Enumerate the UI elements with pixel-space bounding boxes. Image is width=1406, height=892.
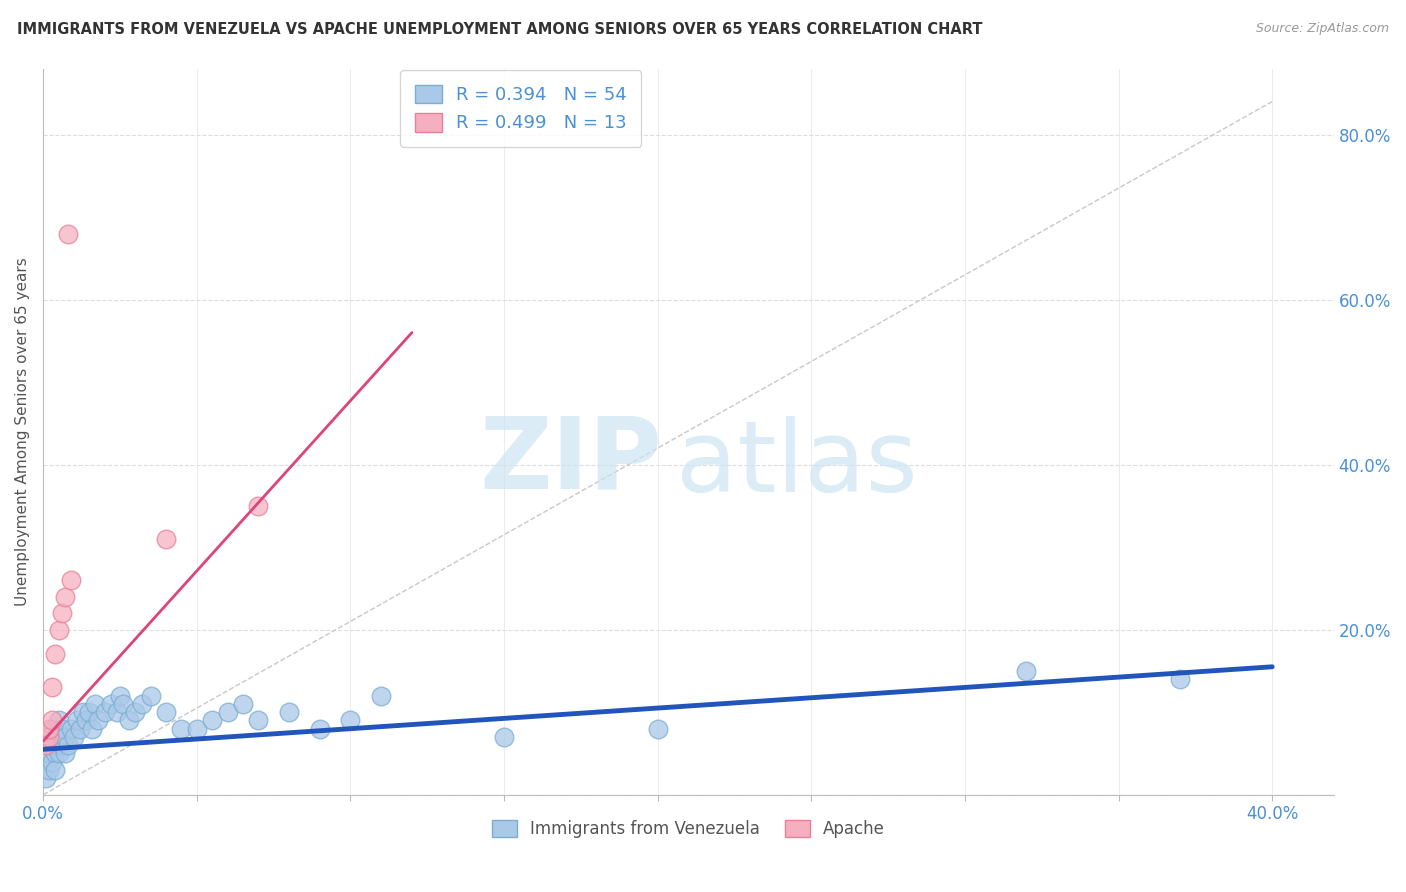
Point [87,714,110,728]
Point [48,747,70,761]
Point [51,606,73,620]
Point [339,714,361,728]
Point [41,755,63,769]
Point [108,689,131,703]
Point [48,714,70,728]
Point [38,730,60,744]
Point [59,573,82,587]
Point [112,697,135,711]
Point [38,763,60,777]
Point [63,730,86,744]
Point [1015,664,1038,678]
Point [56,227,79,241]
Point [66,714,89,728]
Point [84,697,107,711]
Point [93,705,115,719]
Point [44,747,66,761]
Point [44,730,66,744]
Point [118,714,141,728]
Point [44,738,66,752]
Point [247,714,270,728]
Point [56,738,79,752]
Point [38,747,60,761]
Point [35,755,58,769]
Point [75,714,97,728]
Text: atlas: atlas [675,416,917,513]
Point [51,722,73,736]
Point [79,705,101,719]
Point [41,681,63,695]
Point [51,738,73,752]
Point [48,623,70,637]
Point [38,730,60,744]
Point [170,722,193,736]
Point [35,738,58,752]
Point [41,722,63,736]
Point [217,705,239,719]
Point [1168,672,1191,686]
Point [278,705,301,719]
Point [370,689,392,703]
Point [48,730,70,744]
Point [494,730,516,744]
Point [155,532,177,546]
Point [308,722,330,736]
Point [41,714,63,728]
Point [59,722,82,736]
Point [100,697,122,711]
Y-axis label: Unemployment Among Seniors over 65 years: Unemployment Among Seniors over 65 years [15,257,30,606]
Point [232,697,254,711]
Point [82,722,104,736]
Point [69,722,91,736]
Point [247,499,270,513]
Point [44,648,66,662]
Point [139,689,162,703]
Point [44,763,66,777]
Point [105,705,128,719]
Point [53,747,76,761]
Point [131,697,153,711]
Point [35,771,58,785]
Point [72,705,94,719]
Point [53,730,76,744]
Point [647,722,669,736]
Point [186,722,208,736]
Point [53,590,76,604]
Text: IMMIGRANTS FROM VENEZUELA VS APACHE UNEMPLOYMENT AMONG SENIORS OVER 65 YEARS COR: IMMIGRANTS FROM VENEZUELA VS APACHE UNEM… [17,22,983,37]
Point [124,705,146,719]
Point [201,714,224,728]
Point [155,705,177,719]
Text: ZIP: ZIP [479,412,662,509]
Point [38,722,60,736]
Text: Source: ZipAtlas.com: Source: ZipAtlas.com [1256,22,1389,36]
Legend: Immigrants from Venezuela, Apache: Immigrants from Venezuela, Apache [485,813,891,845]
Point [41,738,63,752]
